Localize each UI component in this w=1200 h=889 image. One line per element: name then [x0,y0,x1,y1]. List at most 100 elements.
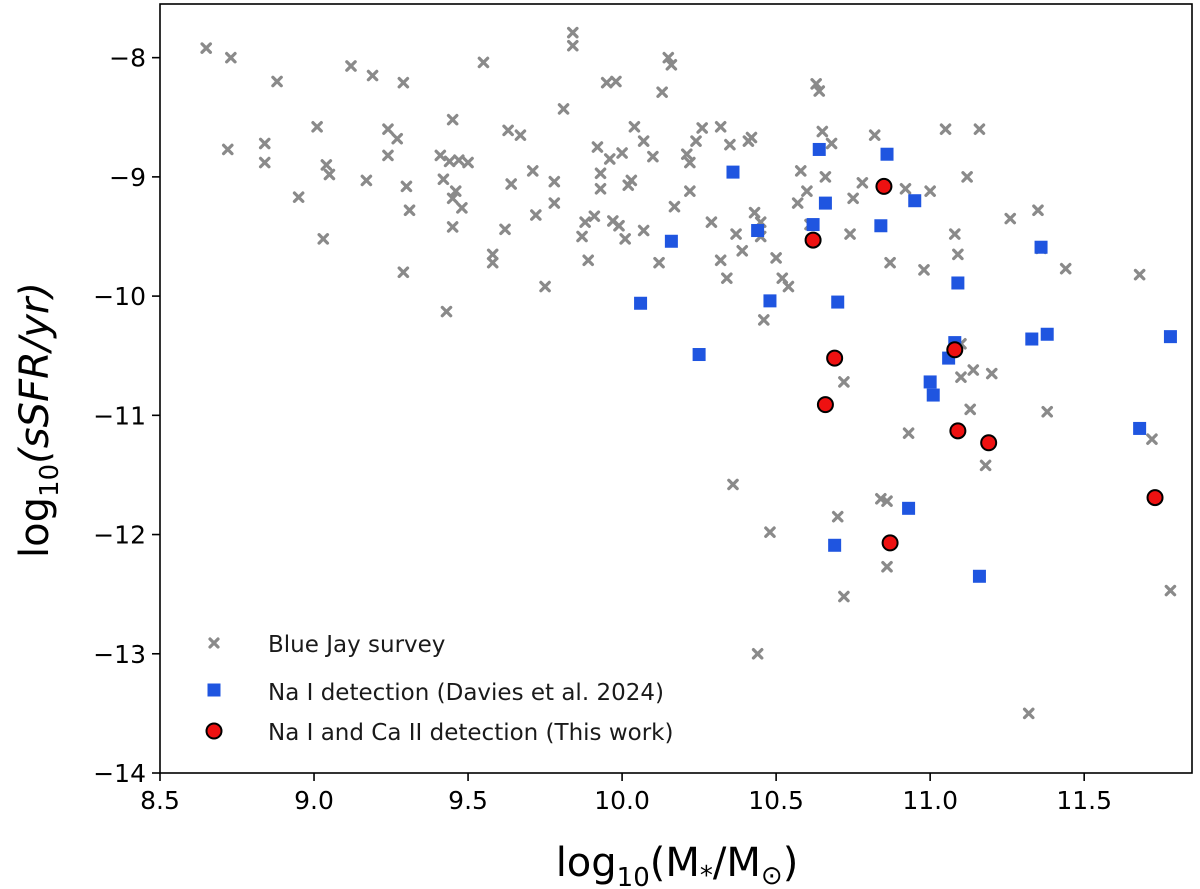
blue-jay-point [884,256,896,269]
blue-jay-point [594,182,607,195]
blue-jay-point [847,192,859,205]
blue-jay-point [625,174,638,187]
blue-jay-point [979,459,992,472]
blue-jay-point [440,305,453,318]
na-detection-point [1133,421,1147,435]
blue-jay-point [819,171,832,183]
na-detection-point [726,165,740,179]
na-ca-detection-point [946,341,964,359]
blue-jay-point [539,280,551,293]
blue-jay-point [730,228,742,240]
blue-jay-point [258,156,271,169]
blue-jay-point [1164,584,1177,597]
blue-jay-point [397,266,410,279]
blue-jay-point [434,149,447,162]
blue-jay-point [955,371,967,383]
legend-entry-blue-jay: Blue Jay survey [208,632,445,658]
blue-jay-point [271,75,283,88]
blue-jay-point [397,76,410,89]
blue-jay-point [1022,707,1035,720]
data-marks [200,26,1177,720]
blue-jay-point [548,175,561,188]
blue-jay-point [320,159,333,171]
x-tick-label: 10.0 [594,786,650,815]
x-tick-label: 11.0 [902,786,958,815]
blue-jay-point [961,171,973,183]
na-ca-detection-point [949,422,967,440]
blue-jay-point [690,135,702,147]
blue-jay-point [825,137,838,150]
blue-jay-point [902,427,915,440]
blue-jay-point [924,185,936,197]
na-detection-point [692,348,706,362]
blue-jay-point [449,185,462,197]
na-detection-point [806,218,820,232]
blue-jay-point [838,590,850,603]
na-detection-point [1040,327,1054,341]
blue-jay-point [345,60,357,72]
blue-jay-point [391,132,404,145]
blue-jay-point [453,154,465,166]
na-ca-detection-point [816,396,834,414]
series-blue-jay [200,26,1177,720]
blue-jay-point [637,135,650,147]
blue-jay-point [619,233,631,245]
blue-jay-point [366,69,379,82]
blue-jay-point [317,233,330,245]
na-detection-point [828,538,842,552]
blue-jay-point [782,280,795,293]
na-detection-point [923,375,937,389]
blue-jay-point [985,367,998,380]
blue-jay-point [727,478,739,491]
x-tick-label: 9.5 [448,786,488,815]
blue-jay-point [736,244,749,257]
blue-jay-point [801,185,813,197]
blue-jay-point [514,129,527,141]
blue-jay-point [705,216,718,228]
blue-jay-point [610,75,622,88]
blue-jay-point [899,182,912,195]
blue-jay-point [1146,433,1158,445]
x-tick-label: 10.5 [748,786,804,815]
blue-jay-point [964,403,976,416]
legend-label-na-ca-detection: Na I and Ca II detection (This work) [268,720,673,746]
na-detection-point [972,569,986,583]
blue-jay-point [668,200,681,213]
blue-jay-point [748,206,761,219]
blue-jay-point [502,124,514,137]
blue-jay-point [499,223,511,236]
blue-jay-point [567,26,579,39]
blue-jay-point [579,216,591,228]
legend-entry-na-ca-detection: Na I and Ca II detection (This work) [205,720,673,746]
blue-jay-point [637,224,650,237]
na-ca-detection-point [804,231,822,249]
blue-jay-point [446,221,459,233]
blue-jay-point [225,51,237,64]
blue-jay-point [403,204,416,217]
blue-jay-point [647,150,659,163]
x-tick-label: 8.5 [140,786,180,815]
na-detection-point [751,224,765,238]
blue-jay-point [360,174,373,187]
series-na-ca-detection [804,177,1164,552]
blue-jay-point [548,197,561,209]
y-tick-label: −12 [93,521,146,550]
na-detection-point [1034,240,1048,254]
blue-jay-point [576,230,588,243]
blue-jay-point [477,56,490,69]
blue-jay-point [526,165,539,177]
axis-ticks: 8.5 9.0 9.5 10.0 10.5 11.0 11.5 −14 −13 −12 −11 −10… [93,44,1112,815]
na-detection-point [763,294,777,308]
na-detection-point [902,501,916,515]
blue-jay-point [757,314,770,326]
blue-jay-point [881,560,893,573]
blue-jay-point [680,148,693,161]
blue-jay-point [594,167,607,180]
blue-jay-point [582,254,595,267]
blue-jay-point [696,122,708,134]
y-tick-label: −9 [109,163,146,192]
na-detection-point [908,194,922,208]
blue-jay-point [400,180,413,193]
